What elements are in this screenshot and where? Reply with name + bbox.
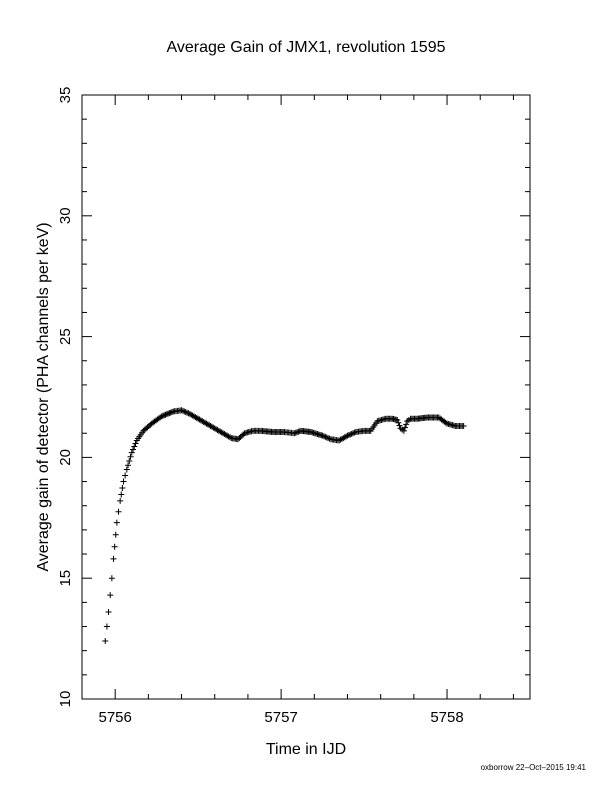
data-point [102, 638, 109, 645]
data-point [326, 435, 333, 442]
data-point [351, 429, 358, 436]
data-point [108, 575, 115, 582]
data-point [165, 410, 172, 417]
x-tick-label: 5756 [98, 709, 131, 726]
data-point [320, 433, 327, 440]
y-axis-label: Average gain of detector (PHA channels p… [35, 222, 52, 571]
data-point [161, 412, 168, 419]
data-point [118, 491, 125, 498]
data-point [163, 411, 170, 418]
data-point [345, 432, 352, 439]
x-tick-label: 5757 [264, 709, 297, 726]
data-point [322, 433, 329, 440]
data-point [131, 443, 138, 450]
data-point [158, 413, 165, 420]
data-point [167, 409, 174, 416]
x-axis: 5756 5757 5758 [98, 95, 514, 726]
data-point [348, 430, 355, 437]
data-point [105, 609, 112, 616]
data-point [110, 555, 117, 562]
data-point [120, 478, 127, 485]
data-point [181, 408, 188, 415]
data-point [182, 409, 189, 416]
data-point [347, 431, 354, 438]
data-point [115, 508, 122, 515]
data-point [178, 407, 185, 414]
x-axis-label: Time in IJD [266, 741, 346, 758]
data-point [168, 409, 175, 416]
data-point [126, 458, 133, 465]
y-tick-label: 10 [57, 691, 74, 708]
data-point [103, 623, 110, 630]
data-point [132, 440, 139, 447]
data-point [185, 410, 192, 417]
data-point [112, 531, 119, 538]
data-point [125, 462, 132, 469]
y-tick-label: 25 [57, 328, 74, 345]
data-point [128, 449, 135, 456]
data-points [102, 407, 467, 645]
data-point [117, 497, 124, 504]
data-point [319, 432, 326, 439]
data-point [162, 411, 169, 418]
data-point [179, 407, 186, 414]
data-point [344, 432, 351, 439]
data-point [403, 421, 410, 428]
data-point [184, 409, 191, 416]
data-point [350, 430, 357, 437]
y-tick-label: 35 [57, 87, 74, 104]
y-axis: 10 15 20 25 30 35 [57, 87, 530, 708]
data-point [400, 427, 407, 434]
y-tick-label: 15 [57, 570, 74, 587]
data-point [123, 466, 130, 473]
data-point [226, 434, 233, 441]
data-point [159, 412, 166, 419]
data-point [325, 435, 332, 442]
data-point [111, 543, 118, 550]
data-point [402, 424, 409, 431]
data-point [122, 472, 129, 479]
data-point [130, 446, 137, 453]
data-point [323, 434, 330, 441]
y-tick-label: 30 [57, 207, 74, 224]
data-point [107, 592, 114, 599]
data-point [343, 433, 350, 440]
data-point [127, 453, 134, 460]
data-point [396, 422, 403, 429]
data-point [166, 410, 173, 417]
footer-credit: oxborrow 22–Oct–2015 19:41 [481, 763, 587, 772]
data-point [119, 485, 126, 492]
data-point [395, 419, 402, 426]
data-point [394, 416, 401, 423]
data-point [460, 422, 467, 429]
chart-title: Average Gain of JMX1, revolution 1595 [167, 39, 446, 56]
x-tick-label: 5758 [430, 709, 463, 726]
data-point [442, 419, 449, 426]
y-tick-label: 20 [57, 449, 74, 466]
plot-frame [81, 94, 531, 700]
data-point [113, 519, 120, 526]
